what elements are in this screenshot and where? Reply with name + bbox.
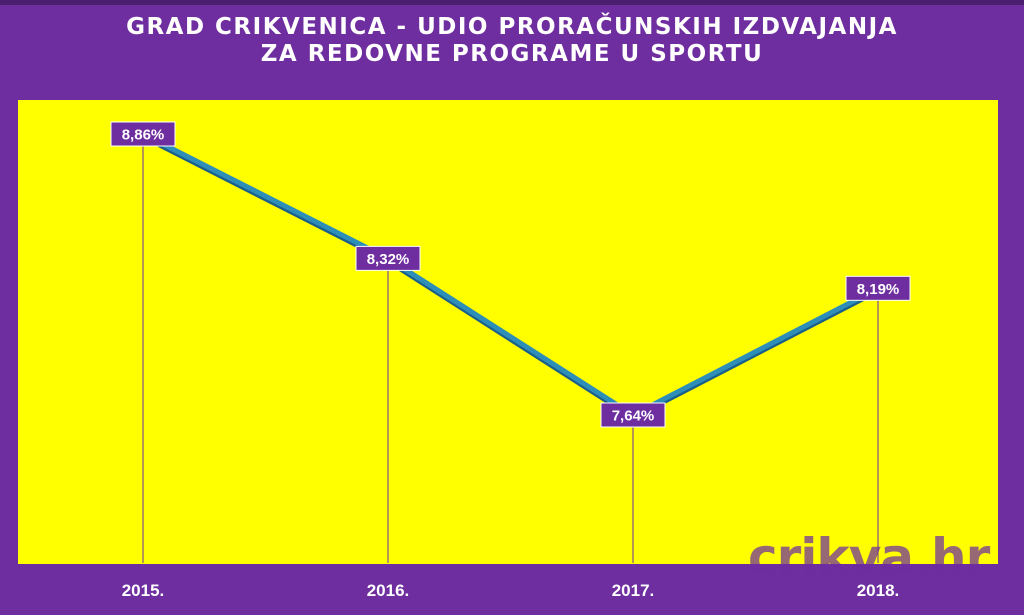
data-label-2: 8,32%: [367, 251, 410, 268]
x-tick-label-4: 2018.: [857, 581, 900, 600]
chart-title: GRAD CRIKVENICA - UDIO PRORAČUNSKIH IZDV…: [0, 14, 1024, 68]
x-tick-label-3: 2017.: [612, 581, 655, 600]
series-line-shadow: [141, 133, 880, 420]
plot-area: [18, 100, 998, 564]
data-label-box-1: [110, 121, 176, 147]
x-tick-label-2: 2016.: [367, 581, 410, 600]
data-label-box-2: [355, 245, 421, 271]
data-label-4: 8,19%: [857, 281, 900, 298]
x-tick-label-1: 2015.: [122, 581, 165, 600]
data-label-3: 7,64%: [612, 408, 655, 425]
data-label-box-3: [600, 402, 666, 428]
chart-title-line-1: GRAD CRIKVENICA - UDIO PRORAČUNSKIH IZDV…: [126, 14, 898, 40]
watermark-logo: crikva.hr: [748, 528, 990, 586]
series-line: [141, 131, 880, 418]
data-label-box-4: [845, 275, 911, 301]
data-label-1: 8,86%: [122, 127, 165, 144]
top-strip: [0, 0, 1024, 5]
chart-title-line-2: ZA REDOVNE PROGRAME U SPORTU: [260, 41, 764, 67]
